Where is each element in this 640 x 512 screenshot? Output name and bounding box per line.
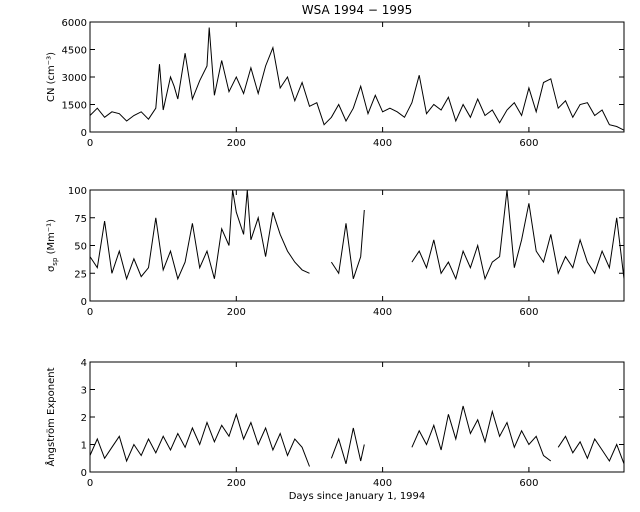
x-tick-label: 200 [227,307,246,318]
y-tick-label: 50 [74,242,87,253]
y-tick-label: 1 [81,441,87,452]
y-axis-label-main: σ [46,265,57,272]
x-tick-label: 200 [227,138,246,149]
y-axis-label-main: Ångström Exponent [44,367,57,466]
y-axis-label-sub: sp [51,257,59,266]
y-tick-label: 3000 [62,73,87,84]
series-line-1 [89,27,625,131]
y-tick-label: 1500 [62,101,87,112]
y-tick-label: 6000 [62,18,87,29]
y-tick-label: 4500 [62,46,87,57]
y-tick-label: 4 [81,358,87,369]
y-axis-label: σsp (Mm⁻¹) [46,219,59,272]
y-axis-label-main: CN [46,88,57,102]
x-tick-label: 0 [87,478,93,489]
x-tick-label: 600 [519,478,538,489]
plot-frame [89,189,625,302]
y-tick-label: 2 [81,413,87,424]
y-tick-label: 0 [81,297,87,308]
series-line-1 [89,189,625,281]
x-tick-label: 0 [87,307,93,318]
y-tick-label: 25 [74,269,87,280]
y-tick-label: 0 [81,468,87,479]
series-line-1 [89,405,625,467]
y-tick-label: 100 [68,186,87,197]
y-axis-label: CN (cm⁻³) [46,52,57,102]
y-tick-label: 3 [81,386,87,397]
x-tick-label: 400 [373,307,392,318]
x-tick-label: 400 [373,138,392,149]
y-tick-label: 75 [74,214,87,225]
y-axis-label: Ångström Exponent [44,367,57,466]
panel-2: 0 200 400 600 0 25 50 75 100 σsp (Mm⁻¹) [46,186,625,318]
y-axis-label-unit: (Mm⁻¹) [46,219,57,258]
x-tick-label: 400 [373,478,392,489]
x-tick-label: 600 [519,307,538,318]
x-tick-label: 600 [519,138,538,149]
y-axis-label-unit: (cm⁻³) [46,52,57,88]
y-tick-label: 0 [81,128,87,139]
x-tick-label: 200 [227,478,246,489]
x-tick-label: 0 [87,138,93,149]
panel-3: 0 200 400 600 0 1 2 3 4 Ångström Exponent [44,358,625,489]
x-axis-label: Days since January 1, 1994 [289,491,426,502]
figure-title: WSA 1994 − 1995 [302,3,413,17]
